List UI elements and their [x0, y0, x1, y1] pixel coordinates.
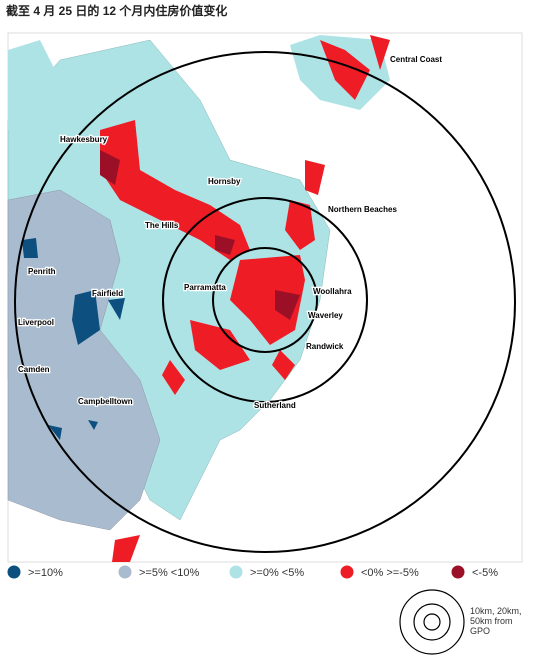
place-label: Central Coast	[390, 55, 442, 64]
legend-swatch	[339, 564, 355, 580]
region-red	[100, 120, 250, 260]
region-red	[162, 320, 295, 395]
ring-legend-line: 10km, 20km,	[470, 606, 522, 616]
place-label: Waverley	[308, 311, 343, 320]
legend-label: >=10%	[28, 567, 63, 579]
place-label: Woollahra	[313, 287, 352, 296]
ring-20km	[162, 197, 368, 403]
place-label: Penrith	[28, 267, 56, 276]
legend: >=10% >=5% <10% >=0% <5% <0% >=-5% <-5%	[6, 564, 498, 580]
place-label: The Hills	[145, 221, 179, 230]
place-label: Randwick	[306, 342, 344, 351]
legend-label: <-5%	[472, 567, 498, 579]
ring-icon	[423, 613, 441, 631]
place-label: Hawkesbury	[60, 135, 108, 144]
legend-swatch	[117, 564, 133, 580]
ring-legend-line: GPO	[470, 626, 490, 636]
region-red	[320, 35, 390, 100]
place-label: Sutherland	[254, 401, 296, 410]
place-label: Fairfield	[92, 289, 123, 298]
legend-swatch	[228, 564, 244, 580]
place-label: Liverpool	[18, 318, 54, 327]
region-red	[285, 160, 325, 250]
region-red	[112, 535, 140, 562]
legend-label: >=5% <10%	[139, 567, 199, 579]
title: 截至 4 月 25 日的 12 个月内住房价值变化	[6, 3, 227, 18]
place-label: Camden	[18, 365, 50, 374]
place-label: Parramatta	[184, 283, 226, 292]
region-dark-red	[100, 150, 300, 320]
legend-label: >=0% <5%	[250, 567, 304, 579]
place-label: Hornsby	[208, 177, 241, 186]
ring-icon	[399, 589, 465, 655]
ring-50km	[14, 51, 516, 553]
place-labels: Central Coast Hawkesbury Hornsby Northern B…	[17, 54, 444, 412]
place-label: Campbelltown	[78, 397, 133, 406]
legend-label: <0% >=-5%	[361, 567, 419, 579]
map	[7, 32, 523, 563]
ring-legend	[399, 589, 465, 655]
legend-swatch	[450, 564, 466, 580]
region-red	[230, 255, 305, 345]
legend-swatch	[6, 564, 22, 580]
ring-10km	[212, 247, 318, 353]
region-grey	[7, 189, 161, 531]
place-label: Northern Beaches	[328, 205, 397, 214]
ring-legend-line: 50km from	[470, 616, 513, 626]
region-light	[8, 40, 60, 130]
ring-icon	[413, 603, 451, 641]
